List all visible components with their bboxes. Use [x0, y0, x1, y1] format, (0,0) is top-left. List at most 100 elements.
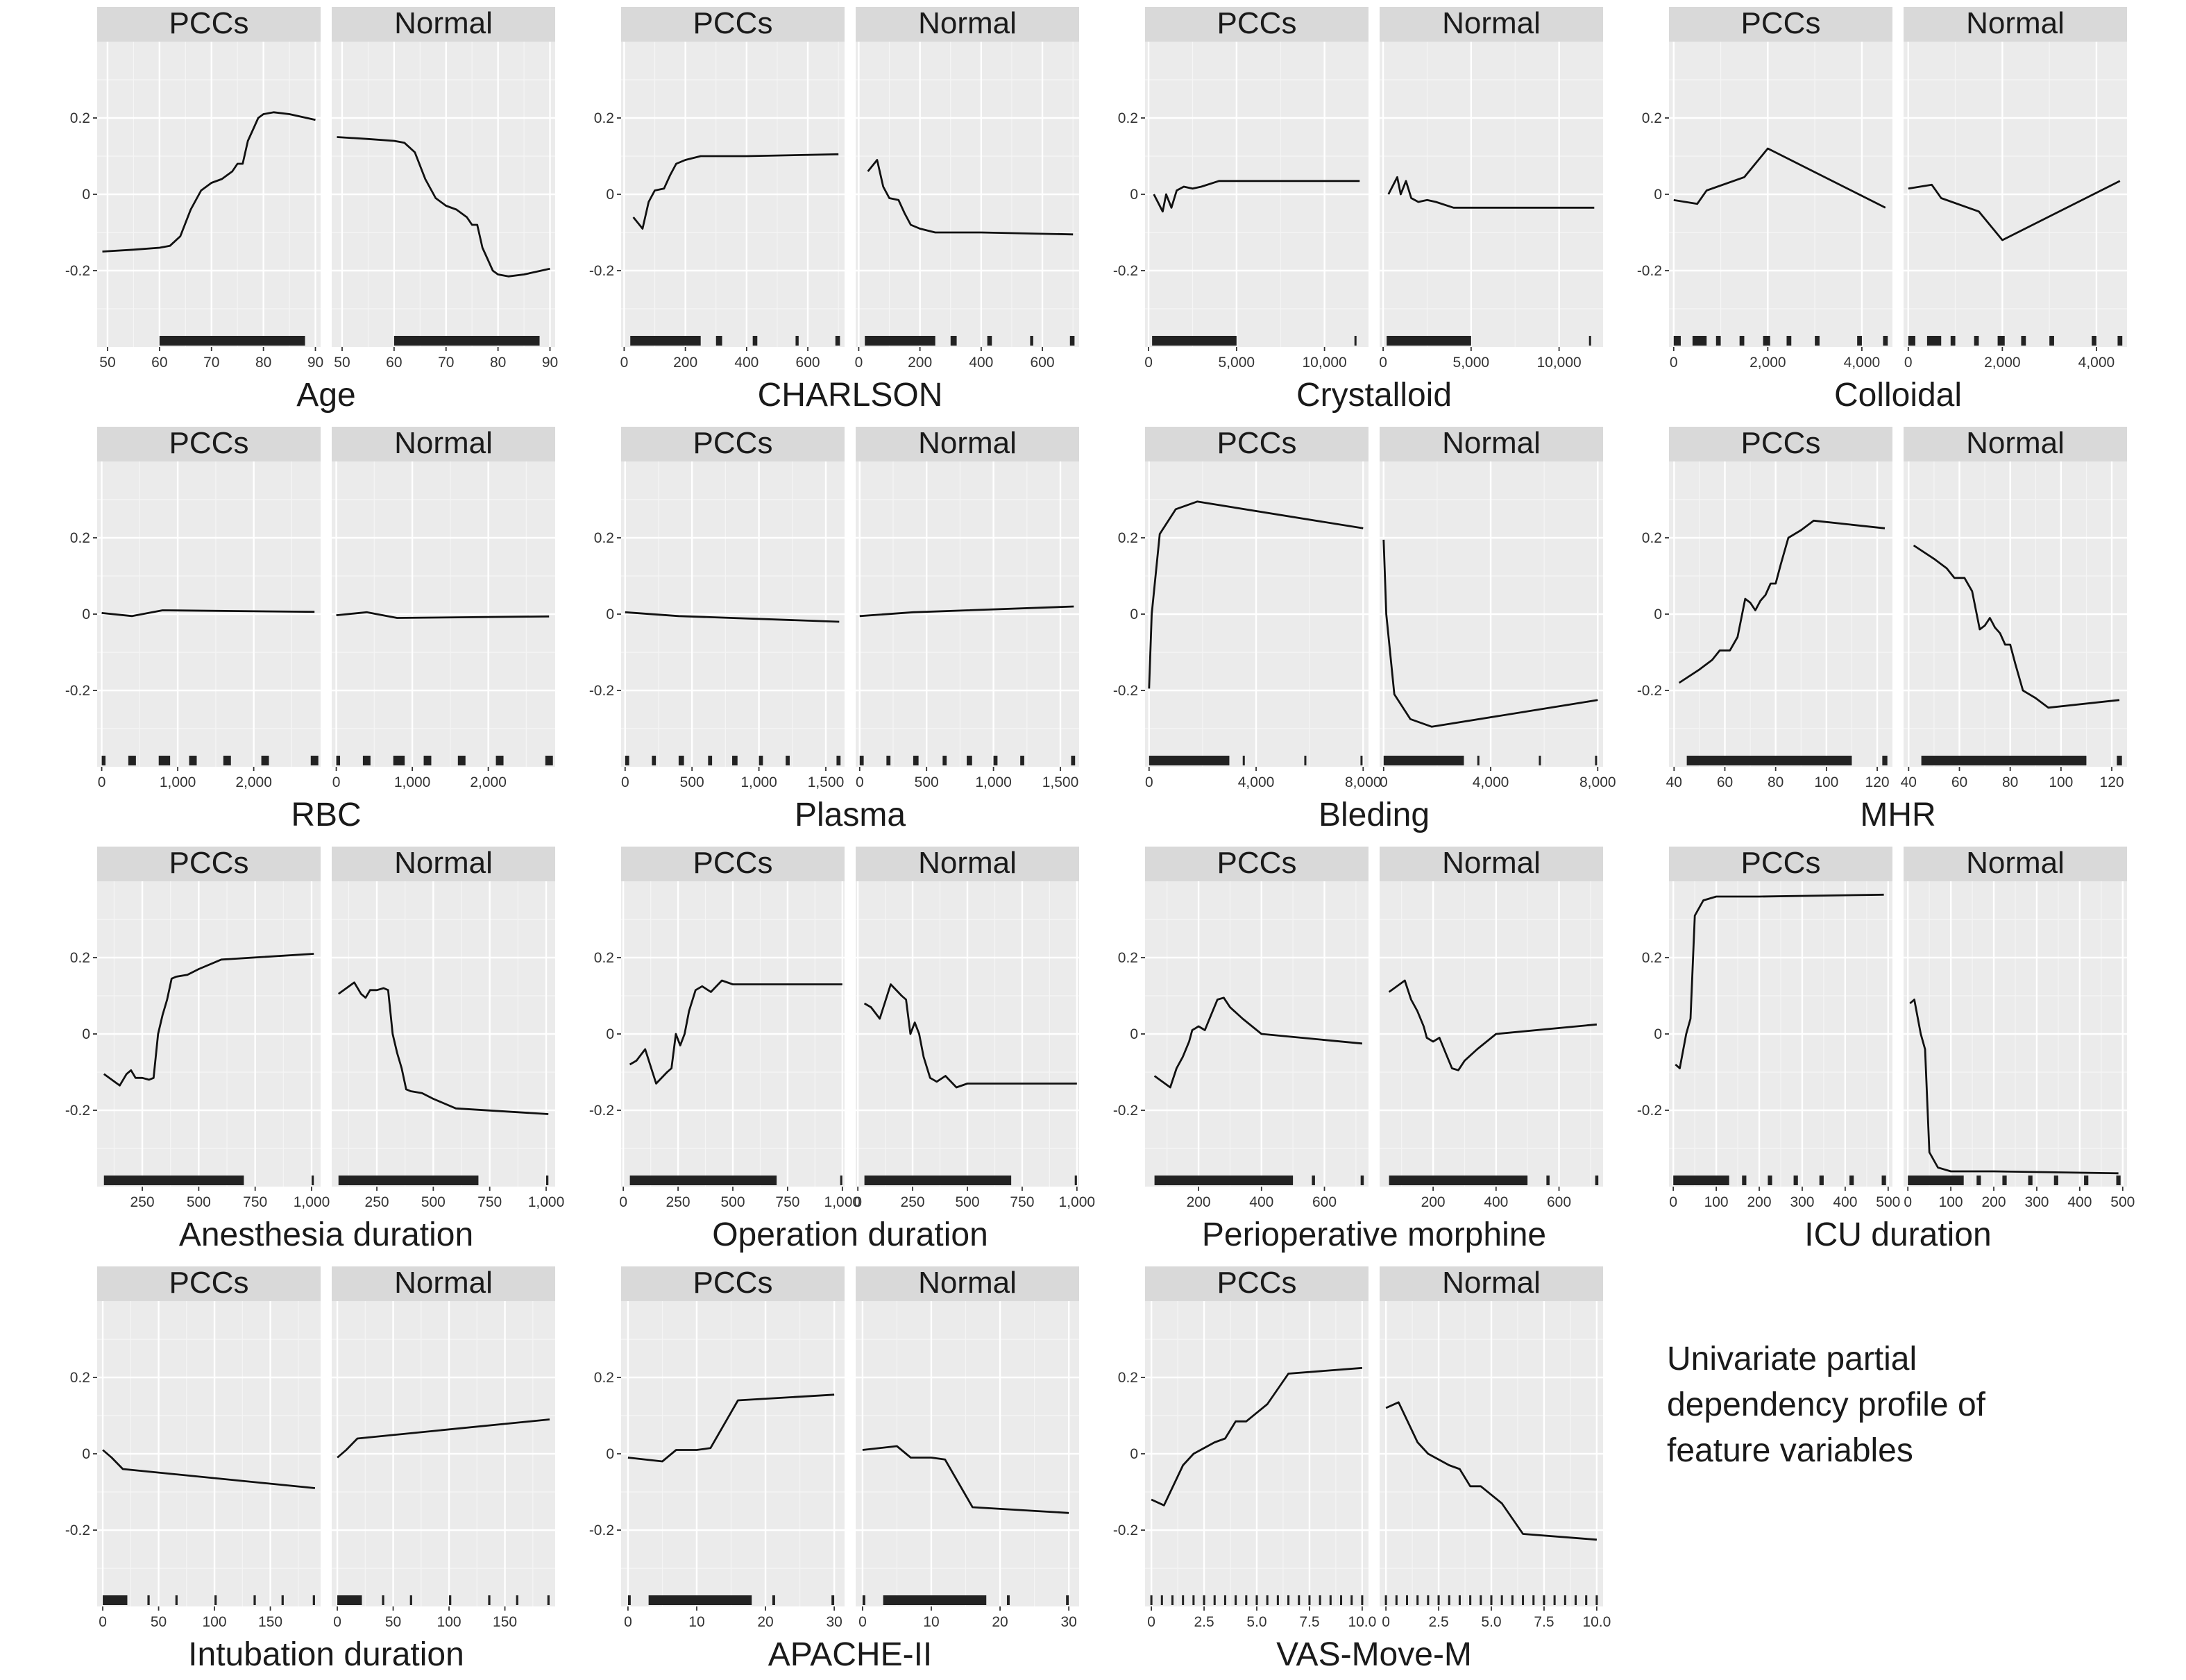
- rug-mark: [625, 756, 629, 765]
- panel-strip-label: Normal: [1442, 426, 1541, 460]
- y-tick-label: -0.2: [589, 1522, 614, 1538]
- x-tick-label: 400: [734, 355, 759, 371]
- panel-strip-label: PCCs: [693, 426, 773, 460]
- rug-mark: [488, 1595, 491, 1605]
- rug-mark: [1908, 1176, 1964, 1185]
- rug-mark: [836, 756, 841, 765]
- x-tick-label: 0: [621, 774, 629, 790]
- panel-strip-label: Normal: [1442, 1266, 1541, 1300]
- x-tick-label: 0: [99, 1614, 107, 1630]
- x-tick-label: 80: [2002, 774, 2018, 790]
- rug-mark: [516, 1595, 518, 1605]
- chart-14: PCCs 0 2.5 5.0 7.5 10.0 0.2 0 -0.2 Normal 0 2.5 5.0 7…: [1113, 1266, 1611, 1673]
- x-tick-label: 200: [1747, 1194, 1772, 1210]
- rug-mark: [1149, 756, 1230, 765]
- rug-mark: [652, 756, 656, 765]
- x-axis-label: Crystalloid: [1296, 377, 1452, 414]
- rug-mark: [457, 756, 466, 765]
- x-tick-label: 500: [421, 1194, 446, 1210]
- pdp-line: [862, 1445, 1069, 1514]
- rug-mark: [967, 756, 972, 765]
- x-axis-label: MHR: [1860, 797, 1935, 833]
- panel-strip: [1380, 7, 1603, 42]
- x-tick-label: 70: [438, 355, 454, 371]
- x-tick-label: 500: [915, 774, 939, 790]
- x-tick-label: 1,000: [740, 774, 777, 790]
- panel-strip-label: PCCs: [1741, 426, 1821, 460]
- panel-strip-label: PCCs: [169, 426, 249, 460]
- x-axis-label: Colloidal: [1834, 377, 1962, 414]
- x-tick-label: 500: [1876, 1194, 1900, 1210]
- chart-9: PCCs 0 250 500 750 1,000 0.2 0 -0.2 Normal 0 250 500…: [589, 846, 1095, 1253]
- rug-mark: [101, 756, 106, 765]
- rug-mark: [1539, 756, 1541, 765]
- panel-strip-label: PCCs: [1217, 846, 1297, 880]
- y-tick-label: 0: [82, 606, 90, 622]
- rug-mark: [1006, 1595, 1010, 1605]
- panel-strip: [332, 847, 555, 881]
- panel-strip: [332, 7, 555, 42]
- rug-mark: [2092, 336, 2096, 346]
- pdp-line: [1675, 893, 1884, 1069]
- x-tick-label: 0: [1904, 355, 1913, 371]
- pdp-line: [1909, 999, 2119, 1175]
- rug-mark: [835, 336, 840, 346]
- pdp-line: [1908, 180, 2121, 241]
- x-tick-label: 40: [1666, 774, 1682, 790]
- x-tick-label: 10.0: [1348, 1614, 1376, 1630]
- x-tick-label: 250: [130, 1194, 155, 1210]
- pdp-line: [632, 153, 839, 230]
- x-tick-label: 20: [992, 1614, 1008, 1630]
- rug-mark: [158, 756, 171, 765]
- rug-mark: [310, 756, 319, 765]
- y-tick-label: 0: [606, 606, 614, 622]
- x-tick-label: 150: [493, 1614, 517, 1630]
- rug-mark: [1354, 336, 1357, 346]
- x-tick-label: 60: [1951, 774, 1967, 790]
- panel-strip-label: PCCs: [693, 1266, 773, 1300]
- pdp-line: [1388, 979, 1598, 1071]
- x-tick-label: 250: [666, 1194, 690, 1210]
- x-tick-label: 4,000: [1844, 355, 1881, 371]
- rug-mark: [2049, 336, 2054, 346]
- x-axis-label: Perioperative morphine: [1202, 1216, 1546, 1253]
- rug-mark: [1458, 1595, 1461, 1605]
- rug-mark: [1071, 756, 1076, 765]
- pdp-line: [1678, 519, 1886, 684]
- rug-mark: [752, 336, 758, 346]
- rug-mark: [1739, 336, 1745, 346]
- rug-mark: [1182, 1595, 1185, 1605]
- y-tick-label: 0: [1130, 1026, 1138, 1042]
- x-tick-label: 50: [334, 355, 350, 371]
- rug-mark: [1763, 336, 1770, 346]
- x-tick-label: 1,000: [528, 1194, 565, 1210]
- rug-mark: [630, 336, 701, 346]
- x-tick-label: 1,000: [975, 774, 1012, 790]
- chart-11: PCCs 0 100 200 300 400 500 0.2 0 -0.2 Normal 0 100 20…: [1637, 846, 2135, 1253]
- rug-mark: [993, 756, 998, 765]
- pdp-line: [1382, 539, 1598, 728]
- x-tick-label: 0: [98, 774, 106, 790]
- rug-mark: [1360, 1176, 1364, 1185]
- rug-mark: [1192, 1595, 1195, 1605]
- x-tick-label: 1,500: [1042, 774, 1079, 790]
- rug-mark: [1921, 756, 2087, 765]
- rug-mark: [629, 1176, 777, 1185]
- rug-mark: [627, 1595, 631, 1605]
- x-tick-label: 100: [2049, 774, 2073, 790]
- rug-mark: [495, 756, 504, 765]
- rug-mark: [1308, 1595, 1311, 1605]
- x-tick-label: 1,000: [824, 1194, 861, 1210]
- y-tick-label: -0.2: [1637, 263, 1662, 279]
- pdp-line: [1913, 544, 2120, 709]
- pdp-line: [867, 159, 1074, 236]
- figure-note: Univariate partial dependency profile of…: [1667, 1337, 2139, 1474]
- chart-1: PCCs 0 200 400 600 0.2 0 -0.2 Normal 0 200 400 600 CH…: [589, 6, 1079, 414]
- panel-strip: [856, 847, 1079, 881]
- panel-strip: [856, 1266, 1079, 1301]
- x-axis-label: Bleding: [1319, 797, 1430, 833]
- rug-mark: [1350, 1595, 1353, 1605]
- rug-mark: [128, 756, 136, 765]
- x-tick-label: 750: [1010, 1194, 1034, 1210]
